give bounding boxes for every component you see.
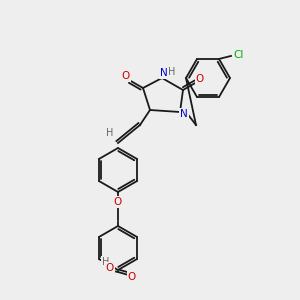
Text: O: O [128, 272, 136, 282]
Text: N: N [160, 68, 168, 78]
Text: H: H [102, 257, 110, 267]
Text: O: O [106, 263, 114, 273]
Text: O: O [114, 197, 122, 207]
Text: N: N [180, 109, 188, 119]
Text: H: H [168, 67, 176, 77]
Text: Cl: Cl [234, 50, 244, 60]
Text: O: O [196, 74, 204, 84]
Text: O: O [122, 71, 130, 81]
Text: H: H [106, 128, 114, 138]
